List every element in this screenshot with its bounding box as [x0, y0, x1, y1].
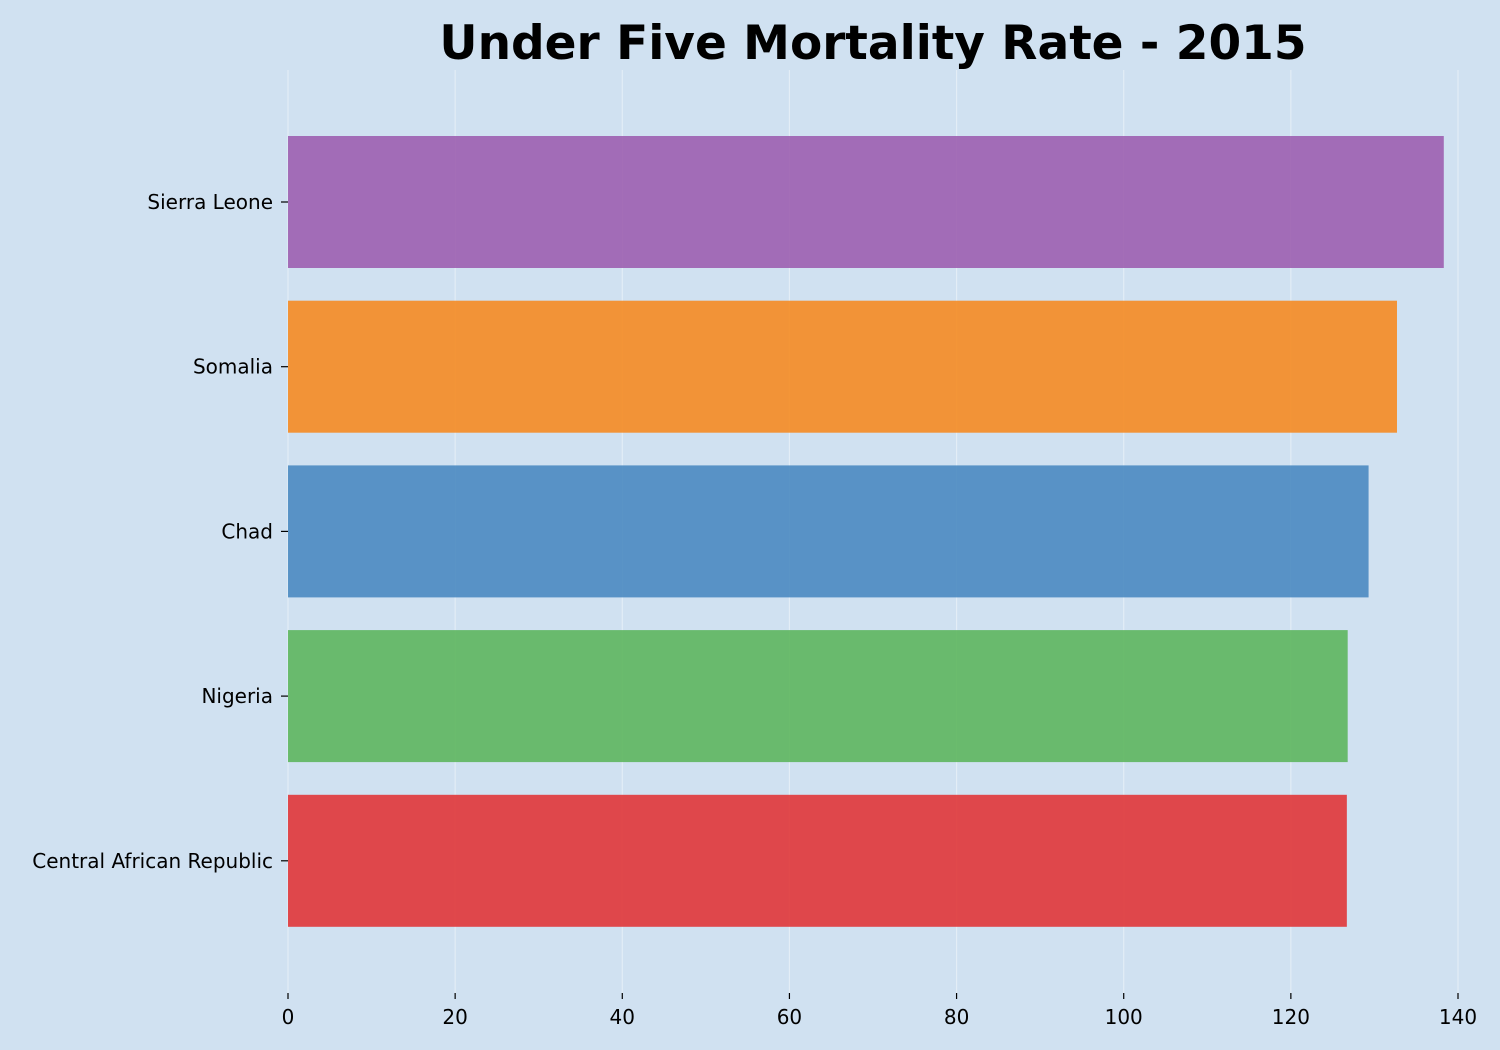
x-tick-label: 40	[610, 1005, 635, 1029]
bar	[288, 136, 1444, 268]
x-tick-label: 60	[777, 1005, 802, 1029]
category-label: Sierra Leone	[147, 190, 273, 214]
bars	[288, 136, 1444, 927]
x-tick-label: 100	[1105, 1005, 1143, 1029]
x-tick-label: 0	[282, 1005, 295, 1029]
x-tick-label: 140	[1439, 1005, 1477, 1029]
x-tick-label: 20	[442, 1005, 467, 1029]
bar	[288, 794, 1347, 927]
x-axis: 0 20 40 60 80 100 120 140	[282, 993, 1477, 1029]
bar	[288, 300, 1397, 433]
category-label: Nigeria	[201, 684, 273, 708]
category-label: Somalia	[193, 355, 273, 379]
x-tick-label: 80	[944, 1005, 969, 1029]
chart-title: Under Five Mortality Rate - 2015	[439, 16, 1306, 71]
bar	[288, 630, 1348, 763]
category-label: Chad	[221, 519, 273, 543]
y-axis: Sierra Leone Somalia Chad Nigeria Central Af…	[32, 190, 288, 873]
bar	[288, 465, 1369, 598]
category-label: Central African Republic	[32, 849, 273, 873]
x-tick-label: 120	[1272, 1005, 1310, 1029]
